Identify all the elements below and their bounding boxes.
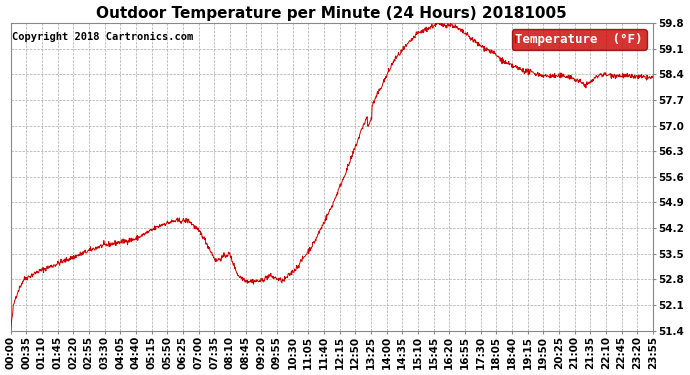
Title: Outdoor Temperature per Minute (24 Hours) 20181005: Outdoor Temperature per Minute (24 Hours… <box>97 6 567 21</box>
Legend: Temperature  (°F): Temperature (°F) <box>512 29 647 50</box>
Text: Copyright 2018 Cartronics.com: Copyright 2018 Cartronics.com <box>12 32 193 42</box>
